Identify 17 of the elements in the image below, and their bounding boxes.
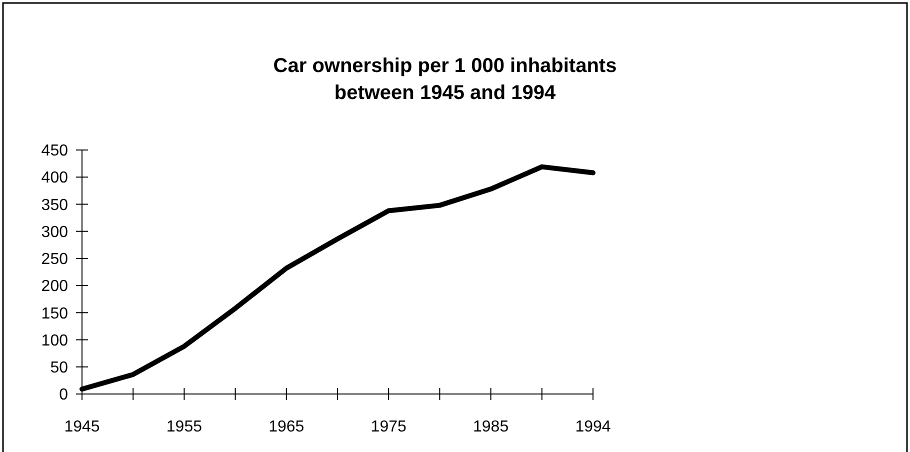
x-tick-label: 1985 [473,418,509,436]
y-tick-label: 200 [41,278,68,296]
y-tick-label: 300 [41,224,68,241]
y-tick-label: 50 [50,359,68,376]
y-tick-label: 100 [41,332,68,350]
y-tick-label: 0 [59,386,68,404]
chart-title: Car ownership per 1 000 inhabitants between 1945 and 1994 [273,55,617,104]
y-tick-label: 150 [41,305,68,322]
x-tick-label: 1994 [575,418,611,436]
x-tick-label: 1955 [166,418,202,436]
x-tick-label: 1945 [64,418,100,436]
y-tick-label: 400 [41,170,68,187]
y-tick-label: 250 [41,251,68,268]
y-tick-label: 450 [41,142,68,160]
y-tick-label: 350 [41,196,68,214]
x-tick-label: 1975 [370,418,406,436]
x-tick-label: 1965 [268,418,304,436]
